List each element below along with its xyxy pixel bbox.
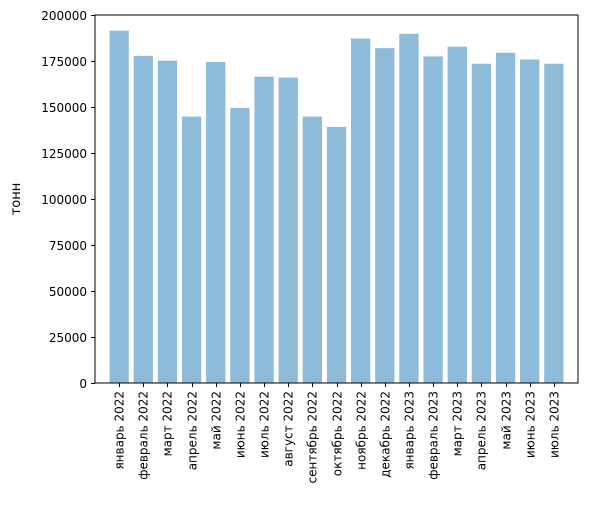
bar-3 — [157, 60, 178, 383]
x-axis-ticks: январь 2022 февраль 2022 март 2022 апрель 2… — [113, 383, 562, 483]
bar-2 — [133, 55, 153, 383]
x-tick-label: июль 2023 — [548, 391, 562, 458]
bar-10 — [326, 126, 347, 384]
y-tick-label: 150000 — [41, 101, 87, 115]
x-tick-label: август 2022 — [282, 391, 296, 467]
x-tick-label: январь 2022 — [113, 391, 127, 470]
y-tick-label: 0 — [79, 377, 87, 391]
bars — [109, 30, 564, 384]
y-tick-label: 200000 — [41, 9, 87, 23]
x-tick-label: июнь 2023 — [524, 391, 538, 458]
bar-9 — [302, 116, 323, 383]
x-tick-label: март 2023 — [451, 391, 465, 456]
bar-14 — [423, 56, 443, 384]
x-tick-label: апрель 2022 — [186, 391, 200, 470]
bar-19 — [544, 63, 564, 383]
y-tick-label: 25000 — [49, 331, 87, 345]
bar-11 — [350, 38, 371, 384]
bar-7 — [254, 76, 274, 383]
y-tick-label: 125000 — [41, 147, 87, 161]
y-tick-label: 50000 — [49, 285, 87, 299]
bar-4 — [181, 116, 202, 383]
x-tick-label: июль 2022 — [258, 391, 272, 458]
x-tick-label: февраль 2022 — [137, 391, 151, 480]
y-tick-label: 75000 — [49, 239, 87, 253]
y-tick-label: 175000 — [41, 55, 87, 69]
bar-6 — [230, 107, 250, 384]
bar-1 — [109, 30, 129, 383]
x-tick-label: апрель 2023 — [475, 391, 489, 470]
bar-12 — [375, 48, 395, 384]
x-tick-label: декабрь 2022 — [379, 391, 393, 478]
x-tick-label: ноябрь 2022 — [355, 391, 369, 470]
bar-16 — [471, 63, 492, 383]
bar-17 — [495, 52, 516, 383]
bar-18 — [520, 59, 540, 383]
x-tick-label: июнь 2022 — [234, 391, 248, 458]
x-tick-label: январь 2023 — [403, 391, 417, 470]
x-tick-label: май 2022 — [210, 391, 224, 450]
x-tick-label: май 2023 — [500, 391, 514, 450]
y-axis-ticks: 0 25000 50000 75000 100000 125000 150000 175000… — [41, 9, 95, 391]
y-tick-label: 100000 — [41, 193, 87, 207]
bar-13 — [399, 33, 419, 384]
x-tick-label: март 2022 — [161, 391, 175, 456]
bar-8 — [278, 77, 298, 383]
y-axis-label: тонн — [9, 183, 24, 216]
x-tick-label: февраль 2023 — [427, 391, 441, 480]
bar-15 — [447, 46, 467, 384]
x-tick-label: сентябрь 2022 — [306, 391, 320, 483]
bar-5 — [206, 61, 226, 384]
x-tick-label: октябрь 2022 — [331, 391, 345, 476]
